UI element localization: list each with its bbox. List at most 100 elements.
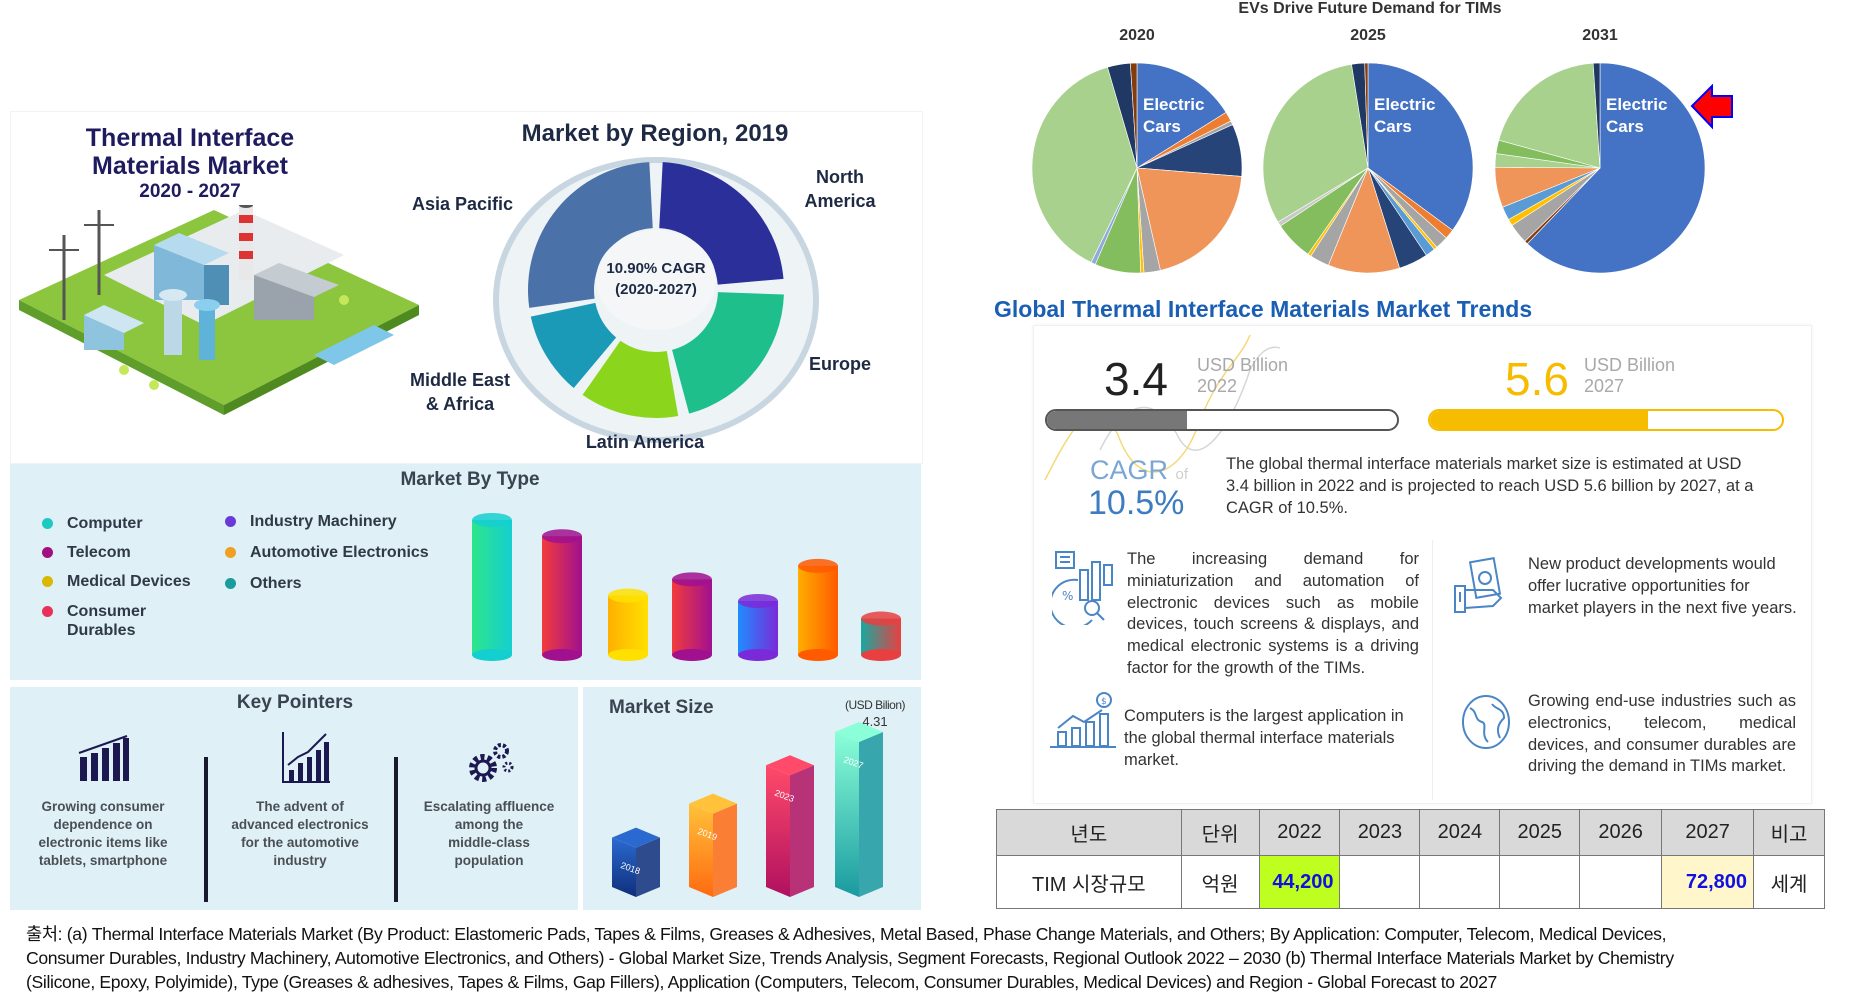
key-pointer-line: population [454, 853, 524, 868]
value-cell-2025 [1499, 855, 1581, 909]
pie-year-label: 2025 [1350, 27, 1386, 44]
region-segment [659, 162, 784, 285]
value-2022: 3.4 [1104, 353, 1168, 405]
legend-label: Industry Machinery [250, 513, 397, 530]
source-line: Consumer Durables, Industry Machinery, A… [26, 948, 1674, 968]
bar-chart-icon [78, 735, 129, 781]
legend-item: Medical Devices [42, 572, 191, 591]
value-cell-2026 [1579, 855, 1663, 909]
key-pointer-1: Growing consumer dependence on electroni… [8, 798, 198, 870]
value-2022-unit: USD Billion 2022 [1197, 355, 1288, 397]
cagr-word: CAGR [1090, 455, 1169, 485]
key-pointer-2: The advent of advanced electronics for t… [205, 798, 395, 870]
legend-dot-icon [225, 547, 236, 558]
legend-label: Others [250, 575, 302, 592]
row-label-cell: TIM 시장규모 [996, 855, 1182, 909]
value-2027: 5.6 [1505, 353, 1569, 405]
legend-dot-icon [42, 518, 53, 529]
market-size-top-value: 4.31 [862, 714, 888, 729]
region-label-north-america: North America [790, 165, 890, 213]
region-label-europe: Europe [808, 354, 871, 374]
progress-fill-2027 [1430, 411, 1649, 429]
market-size-bar: 2027 [835, 722, 883, 897]
key-pointer-line: Growing consumer [41, 799, 165, 814]
line-chart-icon [282, 732, 330, 783]
legend-item: Others [225, 574, 302, 593]
pie-slice [1364, 62, 1369, 169]
legend-label: Medical Devices [67, 573, 191, 590]
header-cell: 2022 [1258, 809, 1341, 856]
legend-dot-icon [225, 578, 236, 589]
header-cell: 비고 [1753, 809, 1825, 856]
legend-item: Automotive Electronics [225, 543, 429, 562]
key-pointers-title: Key Pointers [236, 692, 354, 713]
industrial-plant-illustration [19, 205, 419, 415]
market-size-bar: 2019 [689, 793, 737, 897]
market-size-chart: 2018 2019 2023 2027 [612, 722, 883, 897]
divider [1432, 540, 1433, 800]
slice-label: Cars [1606, 117, 1644, 136]
key-pointer-line: Escalating affluence [423, 799, 555, 814]
unit-cell: 억원 [1180, 855, 1260, 909]
title-line: Thermal Interface [85, 124, 295, 152]
trend-point-3: New product developments would offer luc… [1528, 555, 1797, 617]
region-donut-chart [493, 157, 819, 443]
value-cell-2023 [1339, 855, 1421, 909]
header-cell: 2025 [1499, 809, 1581, 856]
source-line: 출처: (a) Thermal Interface Materials Mark… [26, 924, 1667, 944]
legend-item: Computer [42, 514, 143, 533]
key-pointer-line: industry [273, 853, 327, 868]
type-cylinder [472, 513, 512, 661]
region-segment [582, 340, 679, 418]
market-by-type-title: Market By Type [400, 469, 540, 490]
growth-chart-icon: $ [1050, 692, 1116, 748]
key-pointer-3: Escalating affluence among the middle-cl… [394, 798, 584, 870]
pie-slice [1592, 62, 1601, 169]
market-size-title: Market Size [609, 697, 714, 718]
cagr-value: 10.5% [1088, 484, 1185, 522]
unit-label: USD Billion [1584, 355, 1676, 375]
header-cell: 2027 [1661, 809, 1755, 856]
trends-heading: Global Thermal Interface Materials Marke… [994, 296, 1533, 322]
legend-dot-icon [42, 606, 53, 617]
type-cylinder [861, 611, 901, 661]
market-size-bar: 2018 [612, 827, 660, 897]
legend-item: Consumer Durables [42, 602, 152, 640]
pie-chart-2031 [1494, 62, 1706, 274]
market-by-type-chart [472, 513, 901, 661]
header-cell: 2026 [1579, 809, 1663, 856]
pie-slice [1130, 62, 1138, 169]
region-segment [672, 292, 784, 414]
value-cell-2024 [1419, 855, 1501, 909]
source-citation: 출처: (a) Thermal Interface Materials Mark… [26, 922, 1674, 994]
progress-bar-2022 [1045, 409, 1399, 431]
money-hand-icon [1454, 557, 1503, 613]
legend-item: Telecom [42, 543, 131, 562]
label-line: North [816, 167, 864, 187]
pie-slice [1136, 62, 1227, 169]
legend-label: Consumer Durables [67, 603, 147, 639]
progress-bar-2027 [1428, 409, 1784, 431]
key-pointer-line: among the [454, 817, 524, 832]
table-header-row: 년도 단위 2022 2023 2024 2025 2026 2027 비고 [996, 809, 1825, 856]
cagr-of: of [1175, 466, 1189, 483]
market-summary: The global thermal interface materials m… [1226, 455, 1754, 517]
unit-label: USD Billion [1197, 355, 1289, 375]
legend-label: Automotive Electronics [250, 544, 429, 561]
pie-slice [1327, 167, 1400, 274]
pie-slice [1498, 62, 1601, 169]
market-size-unit: (USD Bilion) [844, 698, 906, 712]
pie-slice [1526, 62, 1706, 274]
legend-dot-icon [225, 516, 236, 527]
region-label-asia-pacific: Asia Pacific [411, 194, 514, 214]
type-cylinder [542, 529, 582, 661]
slice-label: Electric [1606, 95, 1667, 114]
legend-dot-icon [42, 576, 53, 587]
key-pointer-line: advanced electronics [231, 817, 369, 832]
progress-fill-2022 [1047, 411, 1187, 429]
value-2027-unit: USD Billion 2027 [1584, 355, 1675, 397]
slice-label: Electric [1374, 95, 1435, 114]
label-line: America [804, 191, 876, 211]
source-line: (Silicone, Epoxy, Polyimide), Type (Grea… [26, 972, 1497, 992]
type-cylinder [608, 588, 648, 661]
